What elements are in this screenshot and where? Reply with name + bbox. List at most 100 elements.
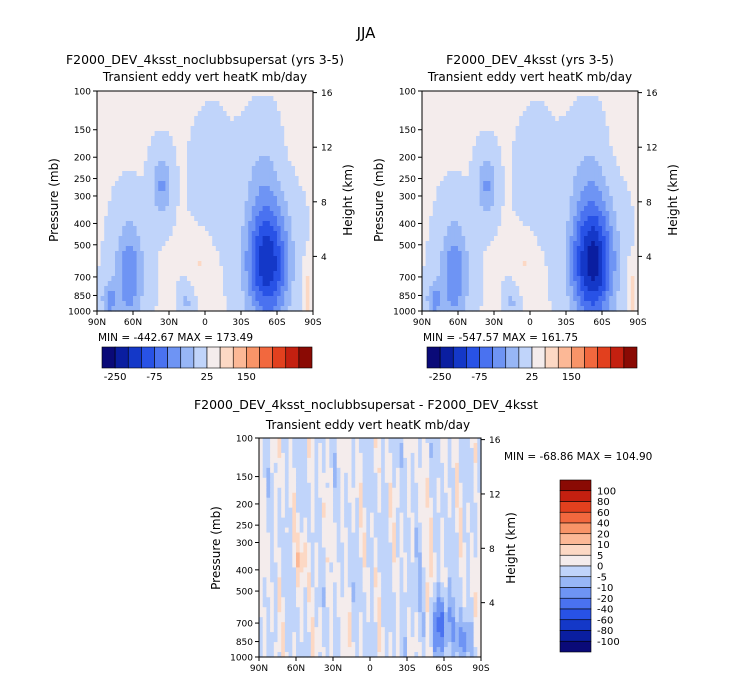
heatmap-cell xyxy=(108,111,112,117)
heatmap-cell xyxy=(252,281,256,287)
heatmap-cell xyxy=(476,231,480,237)
heatmap-cell xyxy=(465,176,469,182)
heatmap-cell xyxy=(440,261,444,267)
heatmap-cell xyxy=(201,301,205,307)
heatmap-cell xyxy=(288,256,292,262)
heatmap-cell xyxy=(508,161,512,167)
heatmap-cell xyxy=(284,151,288,157)
heatmap-cell xyxy=(266,116,270,122)
heatmap-cell xyxy=(444,121,448,127)
heatmap-cell xyxy=(505,156,509,162)
heatmap-cell xyxy=(165,286,169,292)
heatmap-cell xyxy=(158,96,162,102)
heatmap-cell xyxy=(498,151,502,157)
heatmap-cell xyxy=(577,146,581,152)
heatmap-cell xyxy=(552,156,556,162)
heatmap-cell xyxy=(101,241,105,247)
heatmap-cell xyxy=(119,116,123,122)
heatmap-cell xyxy=(198,141,202,147)
heatmap-cell xyxy=(609,236,613,242)
heatmap-cell xyxy=(183,266,187,272)
heatmap-cell xyxy=(137,156,141,162)
heatmap-cell xyxy=(537,136,541,142)
heatmap-cell xyxy=(277,206,281,212)
heatmap-cell xyxy=(230,286,234,292)
heatmap-cell xyxy=(169,271,173,277)
heatmap-cell xyxy=(573,276,577,282)
heatmap-cell xyxy=(588,241,592,247)
heatmap-cell xyxy=(227,136,231,142)
heatmap-cell xyxy=(284,196,288,202)
heatmap-cell xyxy=(108,181,112,187)
heatmap-cell xyxy=(281,271,285,277)
heatmap-cell xyxy=(201,101,205,107)
heatmap-cell xyxy=(108,166,112,172)
heatmap-cell xyxy=(191,116,195,122)
heatmap-cell xyxy=(245,291,249,297)
heatmap-cell xyxy=(480,206,484,212)
heatmap-cell xyxy=(609,141,613,147)
heatmap-cell xyxy=(458,156,462,162)
heatmap-cell xyxy=(205,126,209,132)
heatmap-cell xyxy=(606,96,610,102)
heatmap-cell xyxy=(591,156,595,162)
heatmap-cell xyxy=(458,196,462,202)
heatmap-cell xyxy=(501,121,505,127)
heatmap-cell xyxy=(237,186,241,192)
heatmap-cell xyxy=(516,151,520,157)
heatmap-cell xyxy=(566,221,570,227)
heatmap-cell xyxy=(616,271,620,277)
heatmap-cell xyxy=(480,171,484,177)
heatmap-cell xyxy=(295,201,299,207)
heatmap-cell xyxy=(555,241,559,247)
heatmap-cell xyxy=(299,111,303,117)
heatmap-cell xyxy=(480,161,484,167)
heatmap-cell xyxy=(194,186,198,192)
heatmap-cell xyxy=(209,276,213,282)
heatmap-cell xyxy=(544,151,548,157)
heatmap-cell xyxy=(277,261,281,267)
heatmap-cell xyxy=(255,261,259,267)
heatmap-cell xyxy=(295,171,299,177)
heatmap-cell xyxy=(580,121,584,127)
heatmap-cell xyxy=(422,226,426,232)
heatmap-cell xyxy=(534,266,538,272)
heatmap-cell xyxy=(198,151,202,157)
heatmap-cell xyxy=(523,206,527,212)
heatmap-cell xyxy=(508,146,512,152)
heatmap-cell xyxy=(151,121,155,127)
heatmap-cell xyxy=(176,226,180,232)
heatmap-cell xyxy=(548,201,552,207)
heatmap-cell xyxy=(126,111,130,117)
heatmap-cell xyxy=(230,246,234,252)
heatmap-cell xyxy=(555,146,559,152)
heatmap-cell xyxy=(516,251,520,257)
heatmap-cell xyxy=(165,236,169,242)
heatmap-cell xyxy=(273,146,277,152)
heatmap-cell xyxy=(198,276,202,282)
heatmap-cell xyxy=(454,126,458,132)
heatmap-cell xyxy=(187,206,191,212)
heatmap-cell xyxy=(137,166,141,172)
heatmap-cell xyxy=(534,131,538,137)
heatmap-cell xyxy=(212,271,216,277)
heatmap-cell xyxy=(476,226,480,232)
heatmap-cell xyxy=(476,261,480,267)
heatmap-cell xyxy=(624,226,628,232)
heatmap-cell xyxy=(598,206,602,212)
heatmap-cell xyxy=(281,186,285,192)
heatmap-cell xyxy=(537,101,541,107)
heatmap-cell xyxy=(245,261,249,267)
heatmap-cell xyxy=(559,166,563,172)
heatmap-cell xyxy=(548,241,552,247)
heatmap-cell xyxy=(122,96,126,102)
heatmap-cell xyxy=(627,141,631,147)
heatmap-cell xyxy=(302,106,306,112)
heatmap-cell xyxy=(299,231,303,237)
heatmap-cell xyxy=(519,226,523,232)
heatmap-cell xyxy=(295,246,299,252)
heatmap-cell xyxy=(180,286,184,292)
heatmap-cell xyxy=(458,166,462,172)
heatmap-cell xyxy=(187,246,191,252)
heatmap-cell xyxy=(591,226,595,232)
